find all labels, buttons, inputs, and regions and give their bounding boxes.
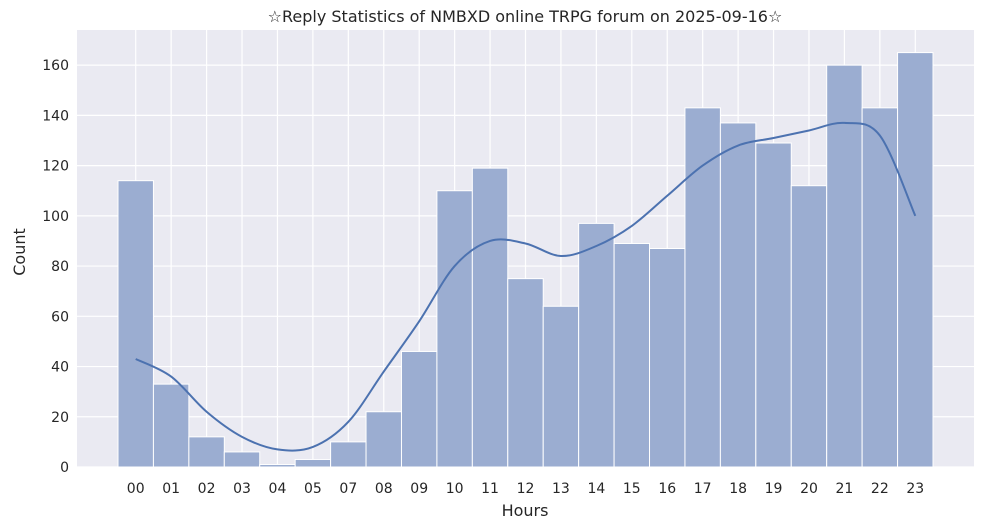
bar-16 [649, 248, 686, 468]
bar-02 [188, 436, 225, 468]
x-tick-label: 21 [835, 481, 853, 497]
bar-03 [223, 451, 261, 468]
bar-08 [365, 411, 402, 468]
kde-curve [135, 121, 917, 452]
x-tick-label: 01 [162, 481, 180, 497]
bar-10 [436, 190, 473, 468]
x-tick-label: 11 [481, 481, 499, 497]
x-tick-label: 05 [304, 481, 322, 497]
y-tick-label: 160 [42, 58, 69, 74]
bars-group [117, 52, 934, 468]
x-tick-label: 00 [127, 481, 145, 497]
x-tick-label: 20 [800, 481, 818, 497]
y-tick-label: 80 [51, 259, 69, 275]
y-axis-title: Count [10, 228, 29, 276]
bar-01 [152, 383, 190, 468]
x-tick-labels: 00 01 02 03 04 05 07 08 09 10 11 12 13 14 15 16 17 18 19 20… [127, 481, 924, 497]
bar-22 [861, 107, 899, 468]
bar-04 [259, 463, 296, 468]
y-tick-label: 120 [42, 159, 69, 175]
y-tick-label: 40 [51, 360, 69, 376]
x-tick-label: 15 [623, 481, 641, 497]
y-tick-labels: 0 20 40 60 80 100 120 140 160 [42, 58, 69, 476]
x-tick-label: 08 [375, 481, 393, 497]
x-tick-label: 18 [729, 481, 747, 497]
x-tick-label: 02 [198, 481, 216, 497]
bar-18 [719, 122, 757, 468]
x-tick-label: 13 [552, 481, 570, 497]
bar-23 [897, 52, 934, 468]
y-tick-label: 60 [51, 309, 69, 325]
x-tick-label: 03 [233, 481, 251, 497]
bar-19 [755, 142, 792, 468]
y-tick-label: 140 [42, 108, 69, 124]
x-tick-label: 19 [765, 481, 783, 497]
bar-14 [578, 222, 615, 468]
bar-09 [400, 350, 438, 468]
x-tick-label: 17 [694, 481, 712, 497]
x-tick-label: 14 [587, 481, 605, 497]
bar-20 [790, 185, 828, 468]
bar-21 [826, 64, 863, 468]
x-tick-label: 12 [517, 481, 535, 497]
x-tick-label: 23 [906, 481, 924, 497]
y-tick-label: 0 [60, 460, 69, 476]
x-tick-label: 07 [339, 481, 357, 497]
x-tick-label: 09 [410, 481, 428, 497]
x-tick-label: 16 [658, 481, 676, 497]
y-tick-label: 20 [51, 410, 69, 426]
x-tick-label: 10 [446, 481, 464, 497]
chart-title: ☆Reply Statistics of NMBXD online TRPG f… [268, 7, 783, 26]
bar-15 [613, 242, 651, 468]
bar-11 [471, 167, 509, 468]
bar-07 [330, 441, 367, 468]
bar-12 [507, 278, 544, 468]
bar-13 [542, 305, 580, 468]
bar-17 [684, 107, 721, 468]
bar-05 [294, 458, 332, 468]
x-tick-label: 22 [871, 481, 889, 497]
bar-00 [117, 180, 154, 468]
x-axis-title: Hours [502, 501, 549, 520]
x-tick-label: 04 [269, 481, 287, 497]
y-tick-label: 100 [42, 209, 69, 225]
